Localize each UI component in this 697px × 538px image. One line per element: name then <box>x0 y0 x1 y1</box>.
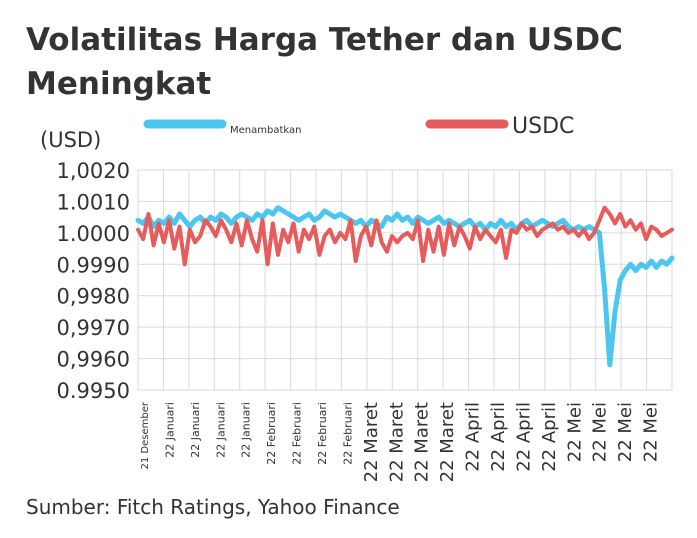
legend-label-menambatkan: Menambatkan <box>230 125 301 136</box>
x-tick-label: 22 Mei <box>615 402 636 462</box>
y-tick-label: 0,9970 <box>57 316 130 340</box>
legend: Menambatkan USDC <box>143 114 574 139</box>
x-tick-label: 22 Februari <box>341 402 354 465</box>
chart-title: Volatilitas Harga Tether dan USDC Mening… <box>26 22 623 102</box>
axis-layer: 0.9950 0,9960 0,9970 0,9980 0.9990 1.0000 1.00… <box>40 128 662 482</box>
y-tick-label: 0.9950 <box>57 379 130 403</box>
x-tick-label: 22 Mei <box>641 402 662 462</box>
y-tick-label: 1,0020 <box>57 159 130 183</box>
y-axis-label: (USD) <box>40 128 101 152</box>
y-tick-label: 1.0000 <box>57 222 130 246</box>
y-tick-label: 0,9980 <box>57 285 130 309</box>
x-tick-label: 22 Januari <box>189 402 202 458</box>
x-tick-label: 22 Maret <box>361 402 382 482</box>
x-tick-label: 22 Januari <box>214 402 227 458</box>
x-tick-label: 22 Maret <box>437 402 458 482</box>
legend-label-usdc: USDC <box>512 114 574 139</box>
grid-layer <box>137 169 673 391</box>
x-tick-label: 22 Maret <box>412 402 433 482</box>
x-tick-label: 22 Mei <box>564 402 585 462</box>
x-tick-label: 22 April <box>513 402 534 472</box>
x-tick-label: 22 April <box>488 402 509 472</box>
x-tick-label: 22 Januari <box>240 402 253 458</box>
y-tick-label: 0,9960 <box>57 348 130 372</box>
x-tick-label: 22 April <box>463 402 484 472</box>
y-tick-label: 1.0010 <box>57 190 130 214</box>
x-tick-label: 21 Desember <box>140 401 151 469</box>
x-tick-label: 22 Mei <box>590 402 611 462</box>
x-tick-label: 22 Maret <box>386 402 407 482</box>
y-tick-label: 0.9990 <box>57 253 130 277</box>
x-tick-label: 22 Februari <box>291 402 304 465</box>
series-layer <box>135 205 675 368</box>
x-tick-label: 22 Februari <box>265 402 278 465</box>
source-note: Sumber: Fitch Ratings, Yahoo Finance <box>26 495 400 519</box>
x-tick-label: 22 Januari <box>163 402 176 458</box>
series-line-usdc <box>136 205 674 267</box>
x-tick-label: 22 April <box>539 402 560 472</box>
x-tick-label: 22 Februari <box>316 402 329 465</box>
